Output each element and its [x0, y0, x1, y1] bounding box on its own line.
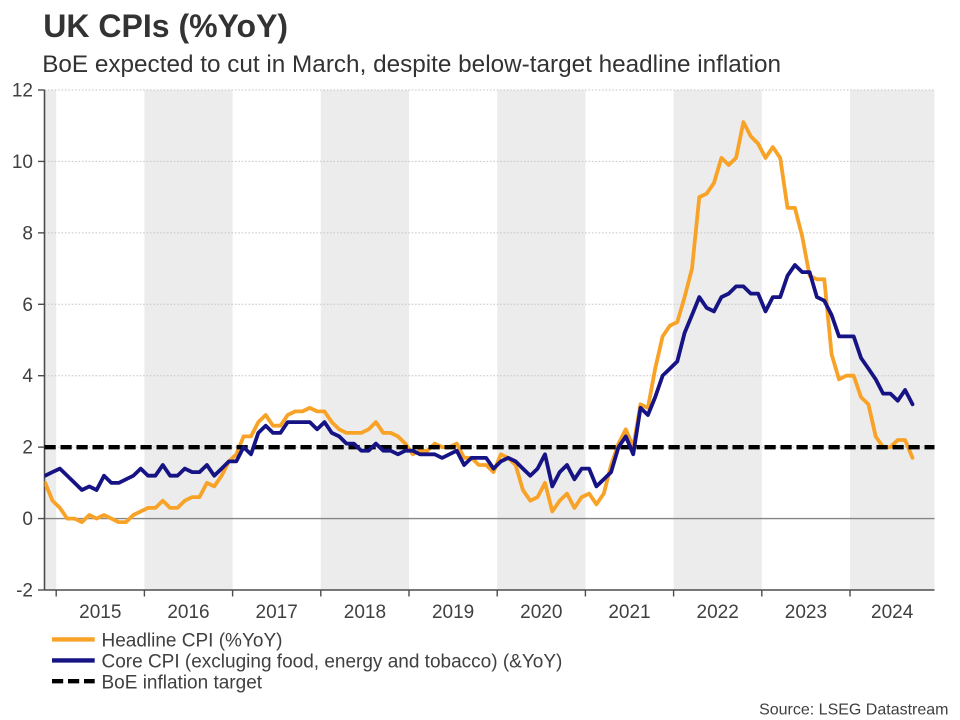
svg-text:BoE expected to cut in March,: BoE expected to cut in March, despite be… [42, 51, 781, 78]
svg-text:UK CPIs (%YoY): UK CPIs (%YoY) [43, 8, 288, 44]
svg-text:12: 12 [12, 81, 33, 102]
svg-text:Core CPI (excluging food, ener: Core CPI (excluging food, energy and tob… [102, 652, 563, 673]
svg-text:2015: 2015 [79, 602, 121, 623]
svg-text:2016: 2016 [167, 602, 209, 623]
svg-text:2020: 2020 [520, 602, 562, 623]
svg-text:2018: 2018 [344, 602, 386, 623]
svg-text:-2: -2 [16, 581, 33, 602]
svg-text:0: 0 [22, 509, 33, 530]
svg-text:Headline CPI (%YoY): Headline CPI (%YoY) [102, 631, 283, 652]
svg-text:2019: 2019 [432, 602, 474, 623]
svg-text:2024: 2024 [871, 602, 914, 623]
svg-text:8: 8 [22, 223, 33, 244]
svg-text:2021: 2021 [608, 602, 650, 623]
svg-text:10: 10 [12, 152, 33, 173]
svg-text:BoE inflation target: BoE inflation target [102, 672, 263, 693]
svg-text:4: 4 [22, 366, 33, 387]
svg-text:Source: LSEG Datastream: Source: LSEG Datastream [759, 702, 948, 719]
svg-text:2023: 2023 [785, 602, 827, 623]
svg-text:2022: 2022 [697, 602, 739, 623]
svg-text:6: 6 [22, 295, 33, 316]
svg-text:2017: 2017 [256, 602, 298, 623]
svg-text:2: 2 [22, 438, 33, 459]
